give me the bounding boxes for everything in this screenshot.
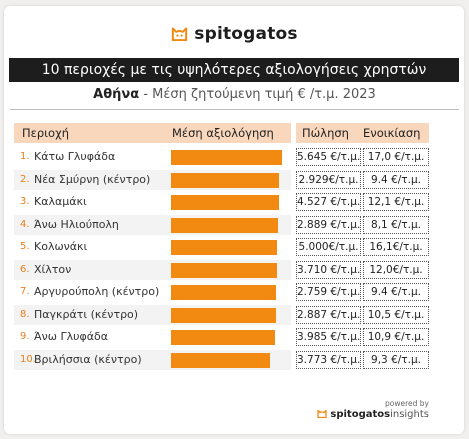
header-rent: Ενοικίαση [363,126,421,140]
rating-bar [171,262,278,278]
header-rating: Μέση αξιολόγηση [172,126,274,140]
row-area-name: Αργυρούπολη (κέντρο) [34,285,160,298]
sale-price-cell: 2.887 €/τ.μ. [296,305,361,324]
subtitle-text: - Μέση ζητούμενη τιμή € /τ.μ. 2023 [139,87,376,102]
rating-bar [171,352,271,368]
row-area-name: Βριλήσσια (κέντρο) [34,352,142,366]
sale-price-cell: 4.527 €/τ.μ. [296,193,361,211]
sale-price-cell: 3.710 €/τ.μ. [296,260,361,279]
powered-by-label: powered by [385,399,429,408]
table-row: 8. Παγκράτι (κέντρο) [14,304,291,325]
row-rank: 8. [20,308,30,320]
header-area: Περιοχή [22,126,70,140]
subtitle-underline [10,109,459,110]
footer-logo-light: insights [390,409,429,420]
row-area-name: Νέα Σμύρνη (κέντρο) [34,172,151,186]
row-area-name: Χίλτον [34,262,72,276]
row-rank: 7. [20,286,30,297]
table-row: 3. Καλαμάκι [14,192,291,212]
table-row: 10. Βριλήσσια (κέντρο) [14,349,291,370]
rent-price-cell: 16,1€/τ.μ. [363,238,429,256]
sale-price-cell: 5.000€/τ.μ. [296,238,361,256]
row-area-name: Παγκράτι (κέντρο) [34,307,139,321]
rent-price-cell: 9.4 €/τ.μ. [363,170,429,189]
sale-price-cell: 2.759 €/τ.μ. [296,283,361,301]
table-row: 9. Άνω Γλυφάδα [14,327,291,347]
subtitle-city: Αθήνα [93,87,140,102]
row-rank: 5. [20,241,30,252]
footer-logo-bold: spitogatos [330,409,391,420]
sale-price-cell: 3.985 €/τ.μ. [296,328,361,346]
sale-price-cell: 5.645 €/τ.μ. [296,148,361,166]
rent-price-cell: 9,3 €/τ.μ. [363,350,429,369]
row-rank: 1. [20,151,30,162]
row-rank: 9. [20,331,30,342]
table-row: 2. Νέα Σμύρνη (κέντρο) [14,169,291,190]
row-area-name: Καλαμάκι [34,195,87,208]
rent-price-cell: 12,1 €/τ.μ. [363,193,429,211]
sale-price-cell: 3.773 €/τ.μ. [296,350,361,369]
footer-logo: spitogatosinsights [317,409,429,420]
row-area-name: Κολωνάκι [34,240,88,253]
row-rank: 3. [20,196,30,207]
table-header-right: Πώληση Ενοικίαση [296,123,429,143]
rent-price-cell: 12,0€/τ.μ. [363,260,429,279]
rating-bar [171,285,277,300]
row-area-name: Άνω Ηλιούπολη [34,217,119,231]
rating-bar [171,307,277,323]
rent-price-cell: 10,5 €/τ.μ. [363,305,429,324]
chart-subtitle: Αθήνα - Μέση ζητούμενη τιμή € /τ.μ. 2023 [0,87,469,102]
table-row: 6. Χίλτον [14,259,291,280]
rating-bar [171,195,280,210]
cat-logo-icon [172,27,188,41]
table-row: 1. Κάτω Γλυφάδα [14,147,291,167]
rating-bar [171,172,280,188]
row-area-name: Άνω Γλυφάδα [34,330,108,343]
table-row: 4. Άνω Ηλιούπολη [14,214,291,235]
row-rank: 4. [20,218,30,230]
rating-bar [171,217,279,233]
rating-bar [171,240,278,255]
rent-price-cell: 17,0 €/τ.μ. [363,148,429,166]
row-rank: 10. [20,353,36,365]
header-sale: Πώληση [302,126,349,140]
row-rank: 6. [20,263,30,275]
rent-price-cell: 10,9 €/τ.μ. [363,328,429,346]
brand-name: spitogatos [194,24,298,44]
chart-title: 10 περιοχές με τις υψηλότερες αξιολογήσε… [9,58,459,82]
sale-price-cell: 2.889 €/τ.μ. [296,215,361,234]
brand-logo: spitogatos [0,24,469,44]
cat-logo-small-icon [317,409,328,418]
table-row: 7. Αργυρούπολη (κέντρο) [14,282,291,302]
table-header-left: Περιοχή Μέση αξιολόγηση [14,123,291,143]
rent-price-cell: 9.4 €/τ.μ. [363,283,429,301]
sale-price-cell: 2.929€/τ.μ. [296,170,361,189]
row-area-name: Κάτω Γλυφάδα [34,150,116,163]
table-row: 5. Κολωνάκι [14,237,291,257]
rent-price-cell: 8,1 €/τ.μ. [363,215,429,234]
row-rank: 2. [20,173,30,185]
rating-bar [171,150,282,165]
rating-bar [171,330,275,345]
